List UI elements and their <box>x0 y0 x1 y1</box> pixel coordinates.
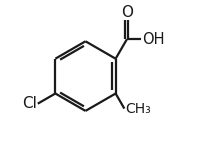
Text: OH: OH <box>142 32 164 47</box>
Text: CH₃: CH₃ <box>125 102 151 116</box>
Text: Cl: Cl <box>22 96 37 111</box>
Text: O: O <box>121 5 133 20</box>
